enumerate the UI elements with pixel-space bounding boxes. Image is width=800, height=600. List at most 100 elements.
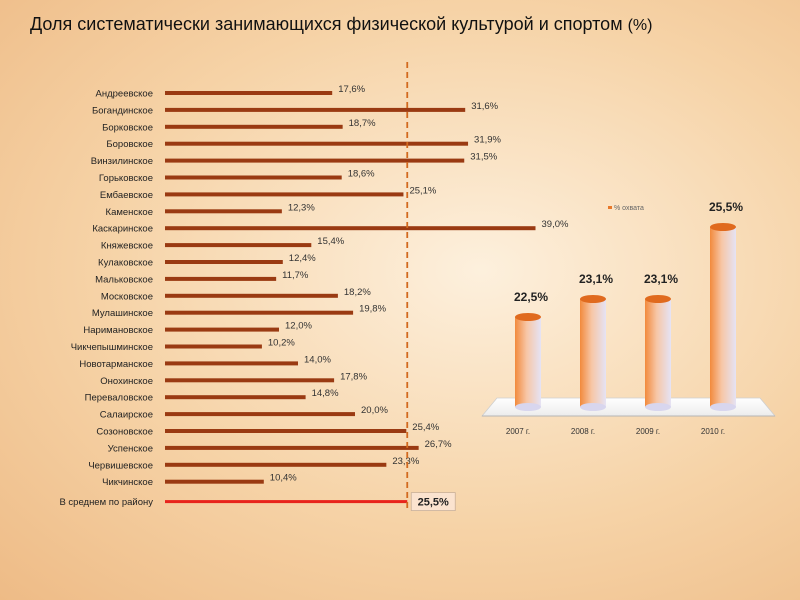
category-label: Мальковское [95,274,153,285]
column-top [580,295,606,303]
category-label: Боровское [106,139,153,150]
value-label: 18,6% [348,169,375,180]
category-label: Московское [101,291,153,302]
bar [165,175,342,180]
category-label: Винзилинское [91,156,153,167]
bar [165,479,264,484]
value-label: 25,4% [412,422,439,433]
category-label: Наримановское [83,325,153,336]
category-label: Онохинское [100,376,153,387]
category-label: Княжевское [101,241,153,252]
column-body [580,299,606,407]
bar [165,310,354,315]
value-label: 25,1% [409,185,436,196]
bar [165,412,355,417]
category-label: Каскаринское [92,224,153,235]
column-category-label: 2010 г. [701,427,725,436]
value-label: 23,3% [392,456,419,467]
bar [165,462,387,467]
category-label: Борковское [102,122,153,133]
column-value-label: 22,5% [514,290,548,304]
value-label: 31,6% [471,101,498,112]
category-label: Переваловское [85,393,153,404]
value-label: 14,8% [312,388,339,399]
value-label: 17,8% [340,371,367,382]
bar [165,344,262,349]
average-value-box [410,492,456,512]
column-category-label: 2008 г. [571,427,595,436]
value-label: 26,7% [425,439,452,450]
chart-title: Доля систематически занимающихся физичес… [30,14,652,35]
bar [165,226,536,231]
bar [165,293,338,298]
bar [165,395,306,400]
value-label: 18,7% [349,118,376,129]
bar [165,260,283,264]
value-label: 12,0% [285,321,312,332]
average-label: В среднем по району [59,497,153,508]
column-base [645,403,671,411]
column-category-label: 2009 г. [636,427,660,436]
legend-label: % охвата [614,205,644,212]
column-value-label: 23,1% [644,272,678,286]
column-top [515,313,541,321]
column-body [710,227,736,407]
bar [165,124,343,129]
value-label: 14,0% [304,354,331,365]
column-category-label: 2007 г. [506,427,530,436]
value-label: 12,4% [289,253,316,264]
legend-swatch [608,206,612,209]
category-label: Чикчепышминское [71,342,153,353]
category-label: Червишевское [88,460,153,471]
value-label: 19,8% [359,304,386,315]
value-label: 15,4% [317,236,344,247]
bar [165,158,465,163]
chart-title-unit: (%) [627,17,653,34]
column-top [645,295,671,303]
value-label: 17,6% [338,84,365,95]
bar [165,91,333,95]
value-label: 11,7% [282,270,309,281]
category-label: Горьковское [99,173,153,184]
value-label: 31,9% [474,135,501,146]
average-value-label: 25,5% [418,497,449,509]
category-label: Чикчинское [102,477,153,488]
category-label: Каменское [106,207,153,218]
bar [165,243,312,248]
category-label: Успенское [108,443,153,454]
value-label: 18,2% [344,287,371,298]
category-label: Новотарманское [79,359,153,370]
bar [165,276,277,281]
horizontal-bar-chart: Андреевское 17,6% Богандинское 31,6% Борковс… [59,62,569,512]
bar [165,141,469,146]
category-label: Кулаковское [98,258,153,269]
column-value-label: 23,1% [579,272,613,286]
average-bar [165,500,408,504]
category-label: Ембаевское [100,190,153,201]
column-top [710,223,736,231]
column-base [580,403,606,411]
bar [165,429,407,433]
bar [165,107,466,112]
value-label: 20,0% [361,405,388,416]
bar [165,192,404,197]
column-body [515,317,541,407]
value-label: 31,5% [470,152,497,163]
value-label: 10,2% [268,338,295,349]
bar [165,378,335,383]
column-value-label: 25,5% [709,200,743,214]
category-label: Созоновское [96,427,153,438]
value-label: 39,0% [542,219,569,230]
bar [165,327,279,332]
column-base [515,403,541,411]
bar [165,361,298,366]
value-label: 12,3% [288,202,315,213]
value-label: 10,4% [270,473,297,484]
category-label: Андреевское [96,89,154,100]
category-label: Богандинское [92,105,153,116]
category-label: Салаирское [100,410,153,421]
bar [165,445,419,450]
column-chart: % охвата 22,5% 2007 г. 23,1% 2008 г. 23,1% 200… [481,200,776,436]
bar [165,209,282,214]
